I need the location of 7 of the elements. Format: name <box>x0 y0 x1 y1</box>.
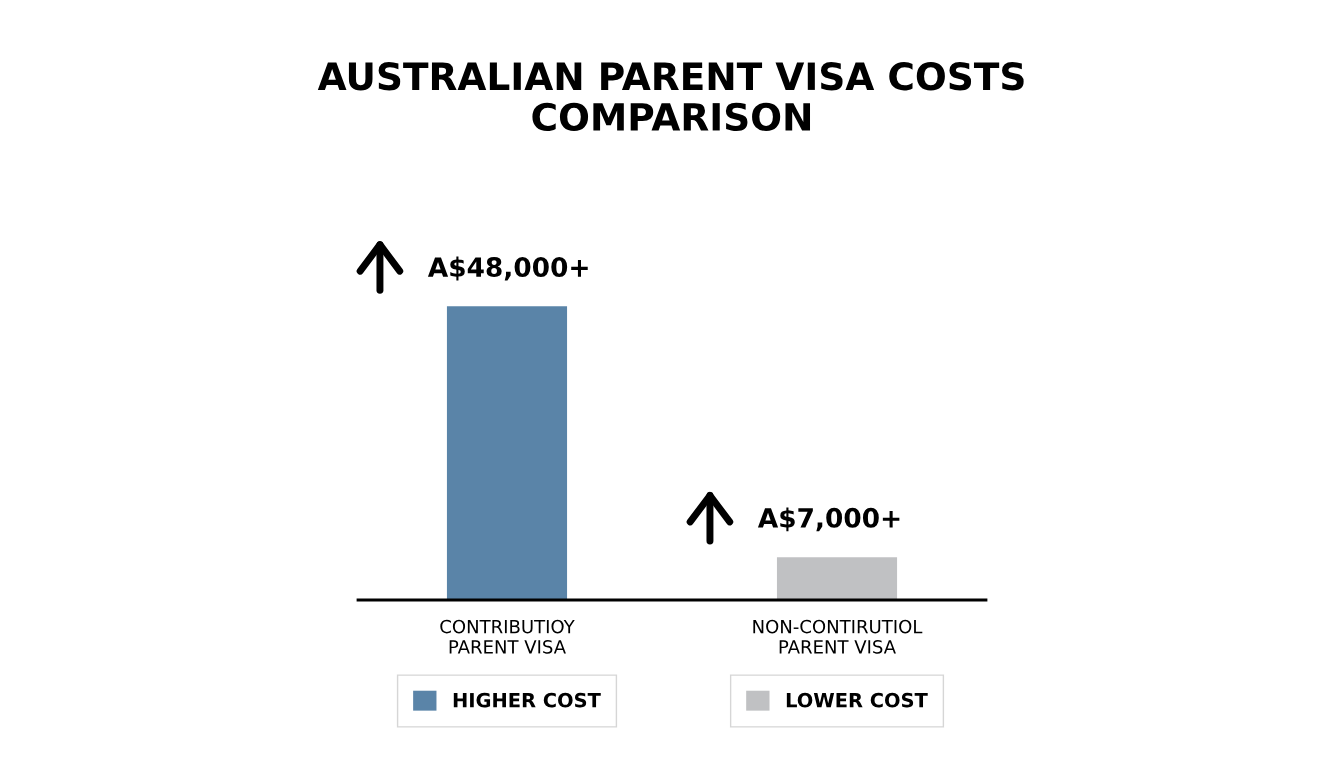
x-tick-label: CONTRIBUTIOY PARENT VISA <box>440 619 575 654</box>
data-label: A$7,000+ <box>757 507 900 532</box>
legend-label: LOWER COST <box>786 692 928 708</box>
data-label: A$48,000+ <box>427 256 588 281</box>
chart-title: AUSTRALIAN PARENT VISA COSTS COMPARISON <box>317 62 1024 131</box>
x-tick-label: NON-CONTIRUTIOL PARENT VISA <box>753 619 923 654</box>
legend-label: HIGHER COST <box>453 692 601 708</box>
